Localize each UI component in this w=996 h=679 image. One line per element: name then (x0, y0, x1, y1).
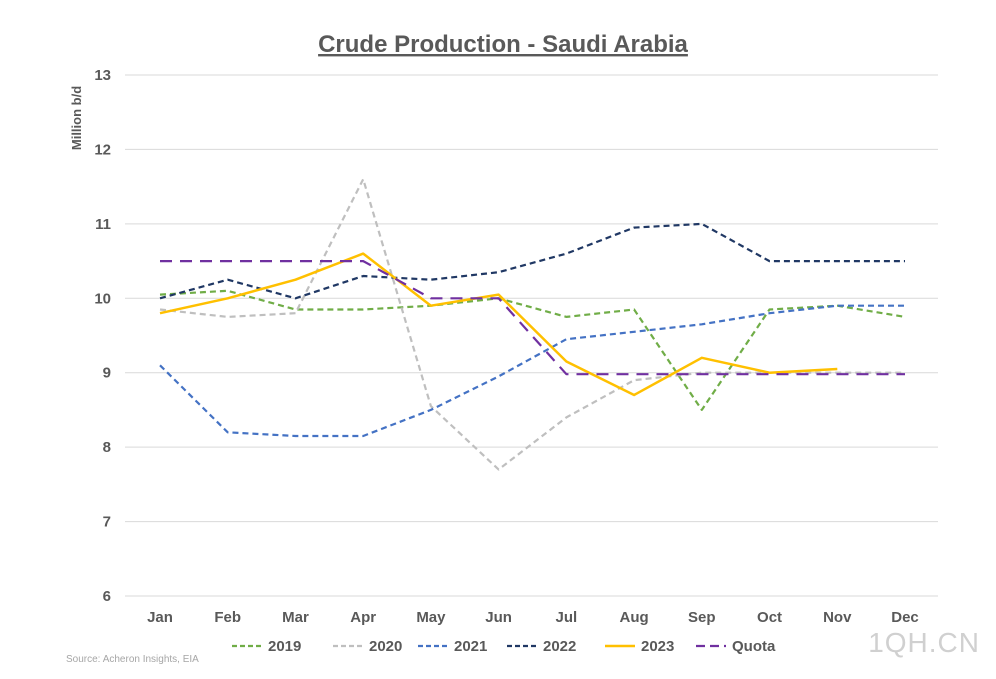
y-tick-label: 8 (103, 439, 111, 456)
x-tick-label: Apr (350, 609, 376, 626)
x-tick-label: May (416, 609, 446, 626)
legend-label-2021: 2021 (454, 638, 487, 655)
x-tick-label: Jul (556, 609, 578, 626)
series-line-quota (160, 260, 905, 376)
y-axis-ticks: 6 7 8 9 10 11 12 13 (94, 67, 111, 605)
y-tick-label: 6 (103, 588, 111, 605)
x-tick-label: Sep (688, 609, 716, 626)
legend-label-2022: 2022 (543, 638, 576, 655)
series-line-2019 (159, 289, 906, 411)
x-tick-label: Jan (147, 609, 173, 626)
y-tick-label: 12 (94, 141, 111, 158)
x-tick-label: Dec (891, 609, 919, 626)
series-lines (159, 178, 906, 471)
x-tick-label: Nov (823, 609, 852, 626)
legend-label-2020: 2020 (369, 638, 402, 655)
series-line-2022 (159, 222, 905, 300)
y-tick-label: 10 (94, 290, 111, 307)
series-line-2020 (159, 178, 905, 471)
x-tick-label: Oct (757, 609, 782, 626)
gridlines (125, 74, 938, 597)
legend-label-2019: 2019 (268, 638, 301, 655)
series-line-2023 (159, 252, 838, 397)
series-line-2021 (159, 304, 905, 438)
x-tick-label: Aug (620, 609, 649, 626)
y-tick-label: 11 (95, 216, 111, 233)
x-tick-label: Jun (485, 609, 512, 626)
source-note: Source: Acheron Insights, EIA (66, 654, 199, 665)
x-axis-ticks: Jan Feb Mar Apr May Jun Jul Aug Sep Oct Nov Dec (147, 609, 919, 626)
x-tick-label: Feb (214, 609, 241, 626)
chart-title: Crude Production - Saudi Arabia (318, 31, 688, 58)
legend-label-2023: 2023 (641, 638, 674, 655)
legend-label-quota: Quota (732, 638, 776, 655)
y-tick-label: 13 (94, 67, 111, 84)
y-axis-label: Million b/d (69, 86, 84, 150)
y-tick-label: 9 (103, 365, 111, 382)
legend: 2019 2020 2021 2022 2023 Quota (232, 638, 776, 655)
x-tick-label: Mar (282, 609, 309, 626)
watermark: 1QH.CN (868, 627, 980, 658)
y-tick-label: 7 (103, 514, 111, 531)
